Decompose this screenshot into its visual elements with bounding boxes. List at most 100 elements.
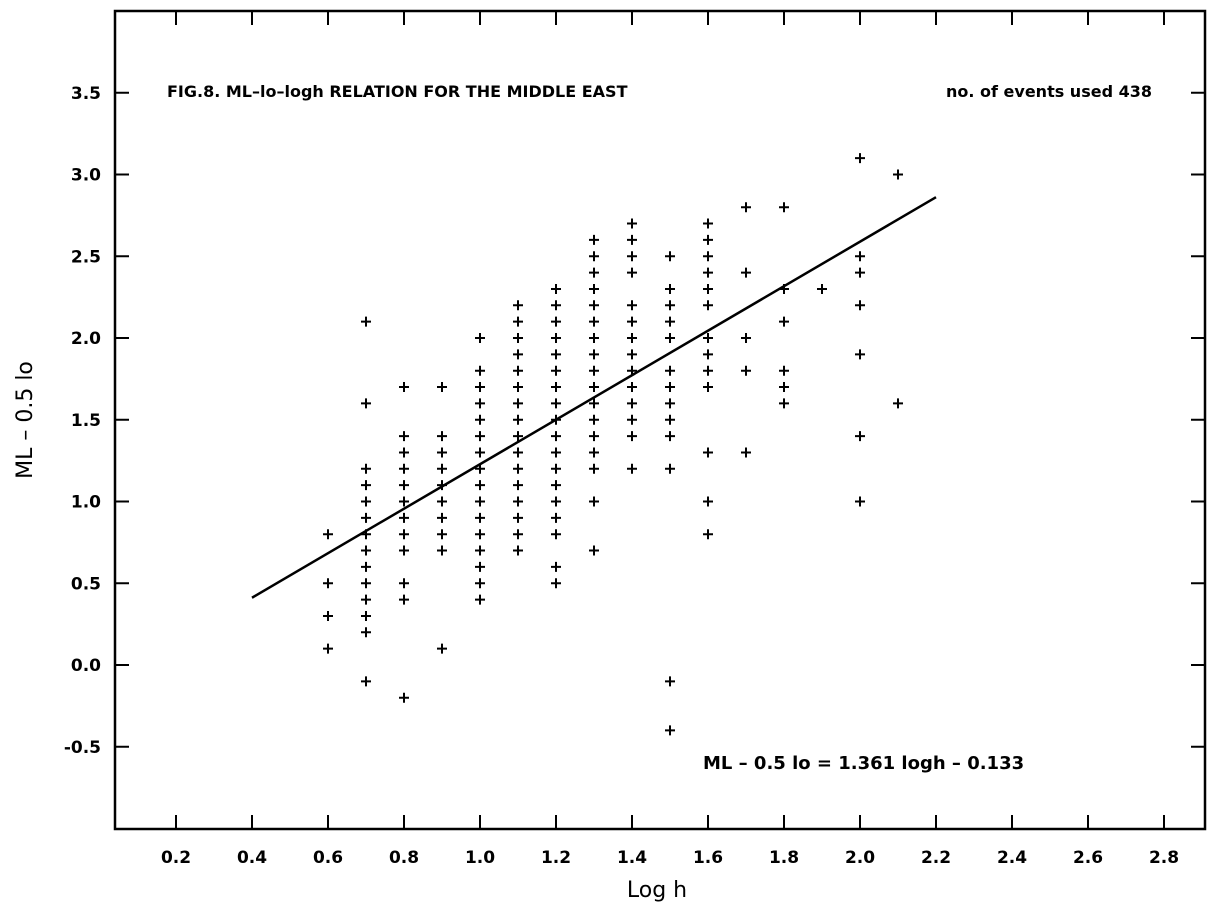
x-tick-label: 0.6 bbox=[313, 848, 343, 868]
data-point bbox=[437, 643, 447, 654]
data-point bbox=[589, 316, 599, 327]
data-point bbox=[437, 496, 447, 507]
x-tick-label: 1.8 bbox=[769, 848, 799, 868]
plot-frame bbox=[113, 9, 1207, 831]
data-point bbox=[361, 529, 371, 540]
x-tick-label: 2.2 bbox=[921, 848, 951, 868]
data-point bbox=[893, 398, 903, 409]
data-point bbox=[741, 333, 751, 343]
data-point bbox=[589, 398, 599, 409]
data-point bbox=[589, 545, 599, 556]
data-point bbox=[589, 382, 599, 393]
data-point bbox=[475, 382, 485, 393]
data-point bbox=[627, 267, 637, 278]
data-point bbox=[437, 463, 447, 474]
data-point bbox=[475, 578, 485, 589]
data-point bbox=[665, 300, 675, 311]
data-point bbox=[399, 480, 409, 491]
x-tick-label: 1.0 bbox=[465, 848, 495, 868]
x-tick-label: 2.6 bbox=[1073, 848, 1103, 868]
data-point bbox=[589, 447, 599, 458]
x-axis-title: Log h bbox=[627, 878, 687, 903]
data-point bbox=[513, 333, 523, 343]
data-point bbox=[589, 267, 599, 278]
data-point bbox=[361, 480, 371, 491]
data-point bbox=[475, 414, 485, 425]
data-point bbox=[703, 496, 713, 507]
data-point bbox=[665, 283, 675, 294]
data-point bbox=[399, 447, 409, 458]
data-point bbox=[589, 349, 599, 360]
x-tick-label: 2.8 bbox=[1149, 848, 1179, 868]
y-axis-tick-labels: -0.5 0.0 0.5 1.0 1.5 2.0 2.5 3.0 3.5 bbox=[64, 84, 101, 758]
y-tick-label: 3.0 bbox=[71, 166, 101, 186]
data-point bbox=[361, 610, 371, 621]
data-point bbox=[513, 414, 523, 425]
data-point bbox=[779, 316, 789, 327]
data-point bbox=[475, 496, 485, 507]
data-point bbox=[741, 365, 751, 376]
data-point bbox=[551, 333, 561, 343]
data-point bbox=[551, 463, 561, 474]
data-point bbox=[551, 431, 561, 442]
data-point bbox=[475, 333, 485, 343]
data-point bbox=[361, 594, 371, 605]
data-point bbox=[665, 365, 675, 376]
data-point bbox=[399, 512, 409, 523]
data-point bbox=[703, 365, 713, 376]
data-point bbox=[361, 578, 371, 589]
x-tick-label: 2.0 bbox=[845, 848, 875, 868]
data-point bbox=[551, 561, 561, 572]
data-point bbox=[361, 398, 371, 409]
data-point bbox=[361, 561, 371, 572]
events-count-annotation: no. of events used 438 bbox=[946, 82, 1152, 101]
data-point bbox=[513, 431, 523, 442]
data-point bbox=[665, 725, 675, 736]
x-axis-ticks bbox=[175, 11, 1165, 829]
data-point bbox=[589, 496, 599, 507]
data-point bbox=[779, 382, 789, 393]
data-point bbox=[627, 316, 637, 327]
data-point bbox=[627, 414, 637, 425]
data-point bbox=[551, 349, 561, 360]
x-tick-label: 0.4 bbox=[237, 848, 267, 868]
data-point bbox=[551, 300, 561, 311]
data-point bbox=[513, 496, 523, 507]
data-point bbox=[437, 447, 447, 458]
data-point bbox=[627, 382, 637, 393]
data-point bbox=[551, 496, 561, 507]
data-point bbox=[361, 627, 371, 638]
data-point bbox=[589, 234, 599, 245]
data-point bbox=[361, 512, 371, 523]
data-point bbox=[361, 463, 371, 474]
y-tick-label: 1.0 bbox=[71, 493, 101, 513]
data-point bbox=[399, 529, 409, 540]
data-point bbox=[323, 643, 333, 654]
data-point bbox=[513, 382, 523, 393]
data-point bbox=[475, 398, 485, 409]
data-point bbox=[437, 431, 447, 442]
data-point bbox=[589, 251, 599, 262]
regression-equation: ML – 0.5 lo = 1.361 logh – 0.133 bbox=[703, 753, 1024, 774]
data-point bbox=[703, 333, 713, 343]
data-point bbox=[627, 218, 637, 229]
data-point bbox=[703, 283, 713, 294]
y-tick-label: 1.5 bbox=[71, 411, 101, 431]
data-point bbox=[475, 480, 485, 491]
data-point bbox=[741, 447, 751, 458]
data-point bbox=[551, 512, 561, 523]
data-point bbox=[855, 251, 865, 262]
data-point bbox=[399, 382, 409, 393]
data-point bbox=[551, 398, 561, 409]
x-tick-label: 1.6 bbox=[693, 848, 723, 868]
data-point bbox=[893, 169, 903, 180]
data-point bbox=[475, 512, 485, 523]
data-point bbox=[475, 447, 485, 458]
data-point bbox=[665, 431, 675, 442]
data-point bbox=[665, 414, 675, 425]
data-point bbox=[551, 414, 561, 425]
data-point bbox=[627, 251, 637, 262]
data-point bbox=[589, 414, 599, 425]
data-point bbox=[551, 382, 561, 393]
